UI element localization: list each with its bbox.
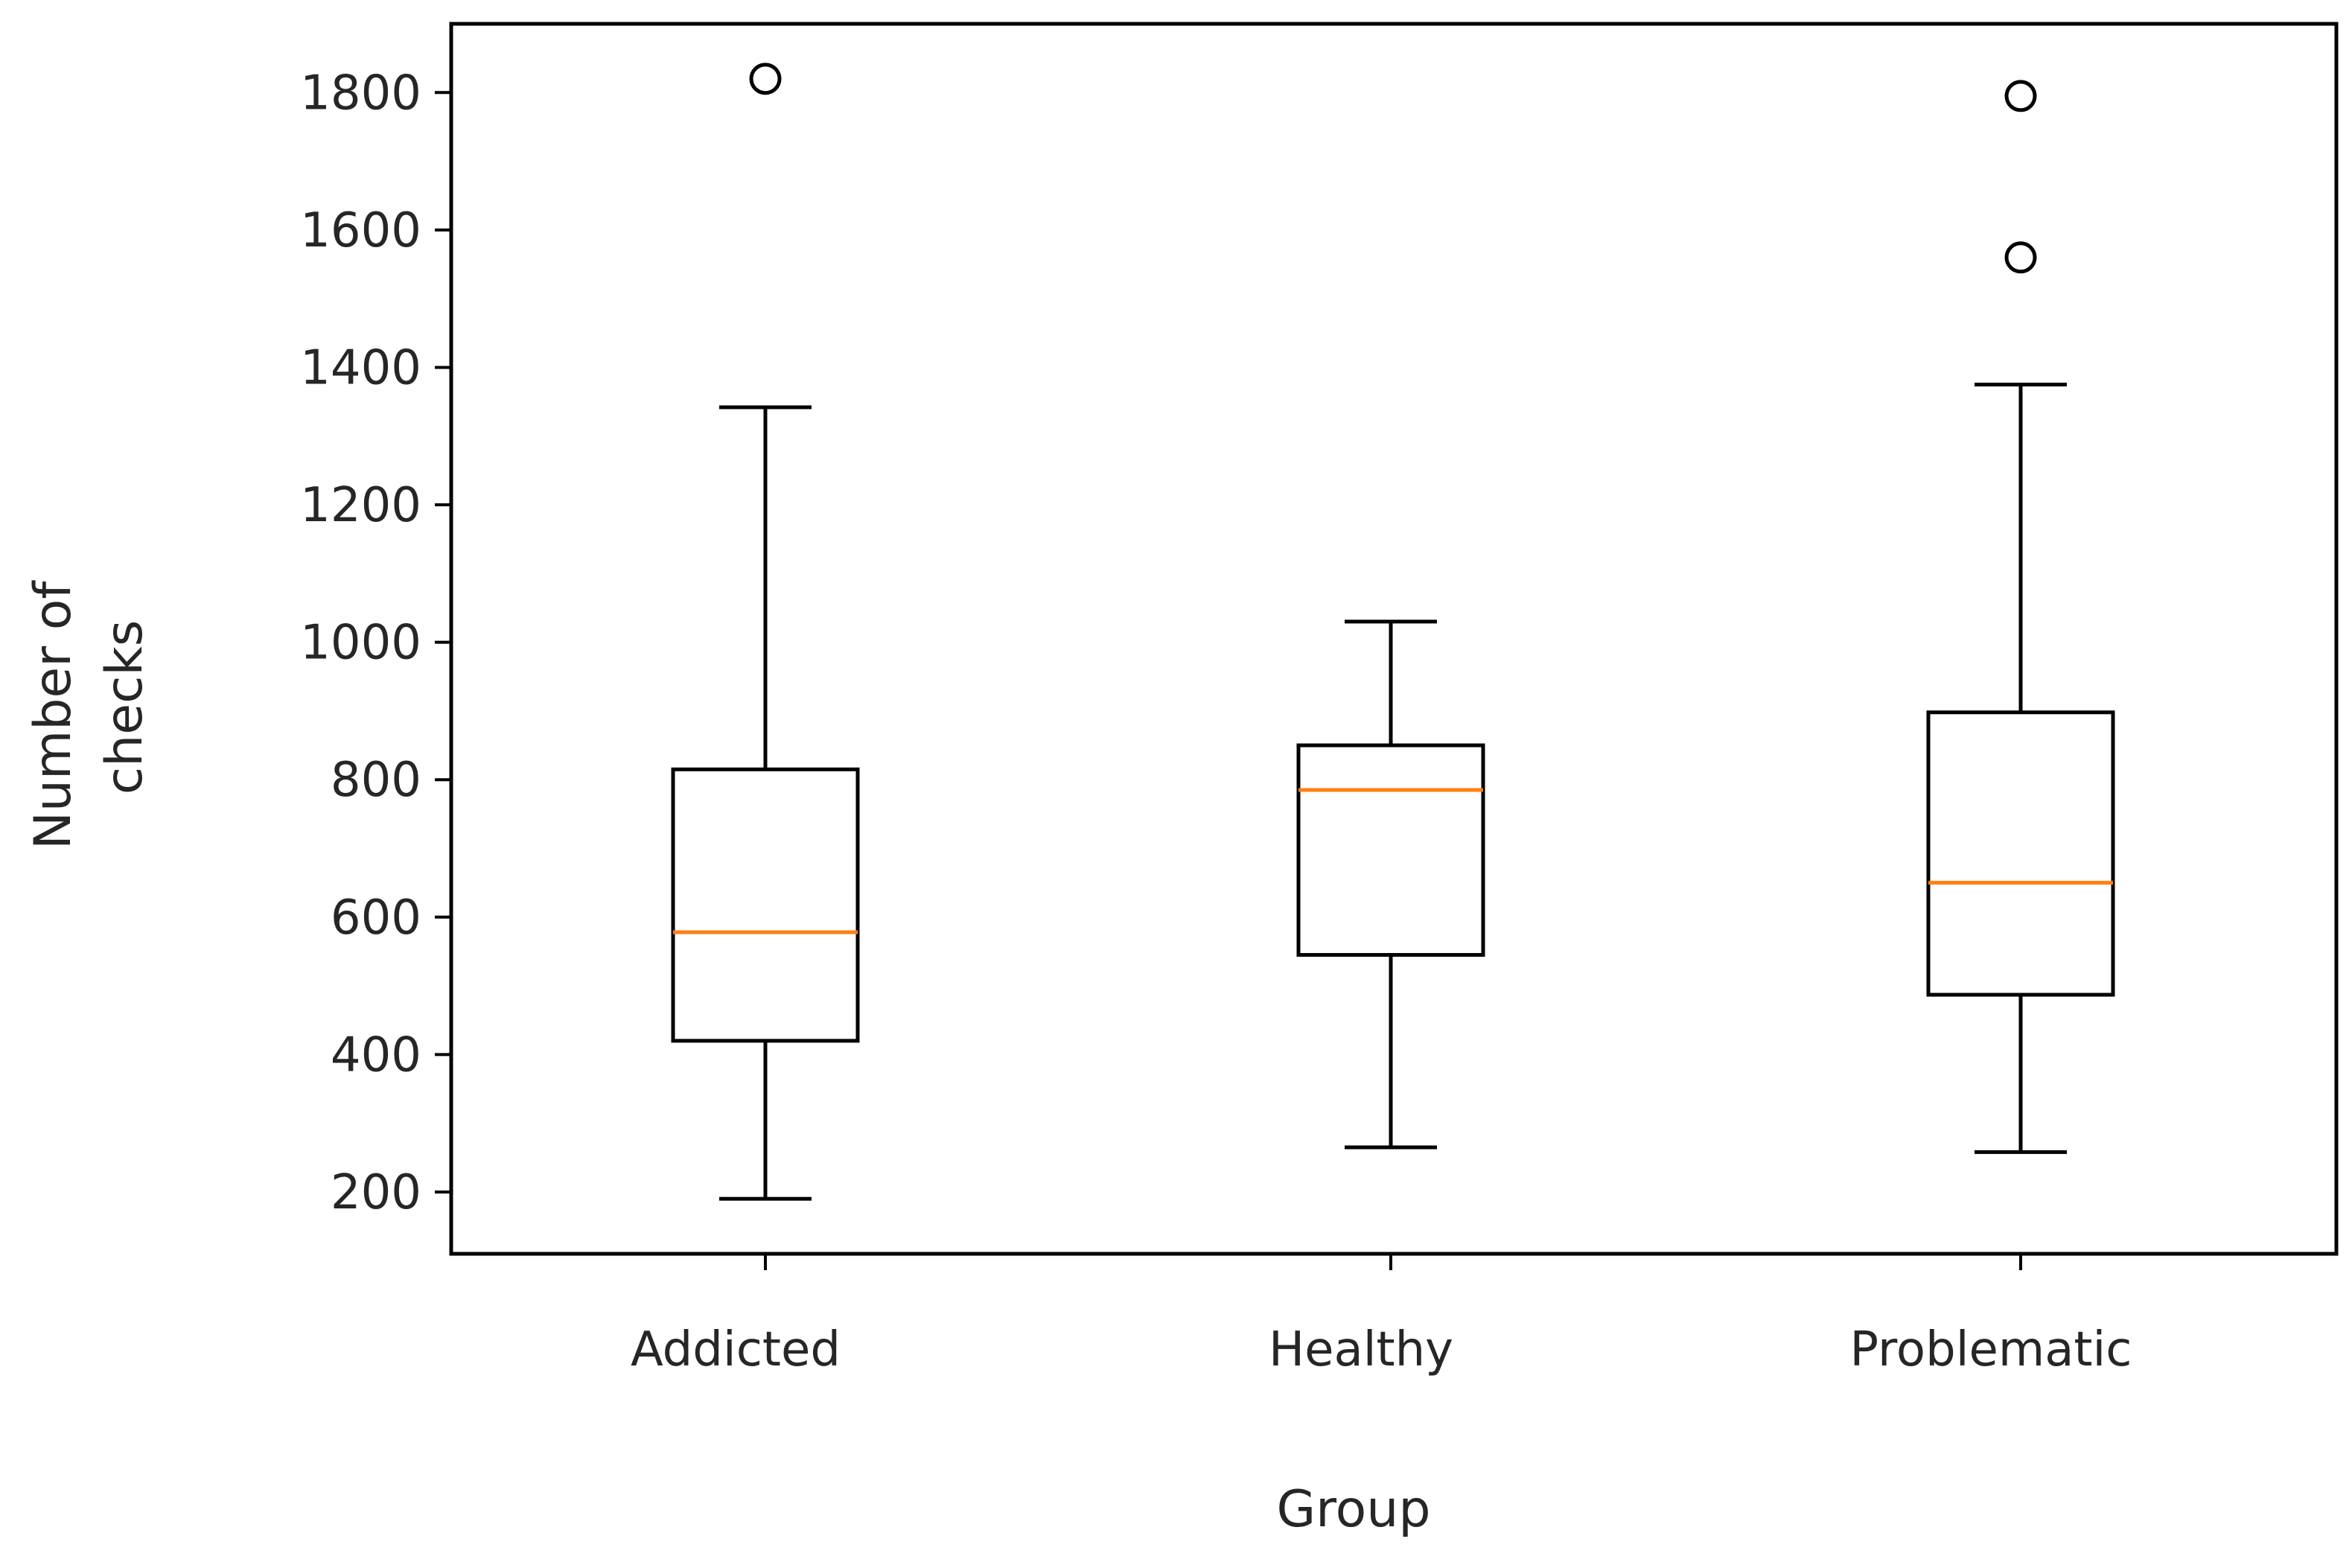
y-axis-title-line-1: Number of <box>24 580 83 850</box>
y-axis-title-line-2: checks <box>95 620 154 795</box>
box-problematic <box>1926 710 2115 997</box>
y-tick-label-1600: 1600 <box>300 203 421 258</box>
y-tick-label-1200: 1200 <box>300 478 421 533</box>
plot-frame <box>449 22 2339 1256</box>
box-healthy <box>1296 743 1485 957</box>
x-tick-marks <box>764 1254 2022 1270</box>
y-tick-label-600: 600 <box>331 890 421 946</box>
x-tick-label-problematic: Problematic <box>1850 1322 2132 1377</box>
outlier-problematic-1 <box>2004 80 2037 112</box>
y-axis-title: Number of checks <box>24 565 154 850</box>
box-group-problematic <box>1926 80 2115 1154</box>
x-tick-label-addicted: Addicted <box>631 1322 841 1377</box>
y-tick-label-1800: 1800 <box>300 66 421 121</box>
box-addicted <box>671 767 860 1043</box>
y-tick-label-200: 200 <box>331 1165 421 1220</box>
box-group-addicted <box>671 63 860 1201</box>
x-tick-labels: Addicted Healthy Problematic <box>631 1322 2132 1377</box>
y-tick-label-800: 800 <box>331 753 421 808</box>
x-axis-title: Group <box>1276 1480 1430 1539</box>
boxes <box>671 63 2115 1201</box>
y-tick-labels: 200 400 600 800 1000 1200 1400 1600 1800 <box>300 66 421 1220</box>
outlier-problematic-0 <box>2004 241 2037 274</box>
y-tick-marks <box>435 91 451 1193</box>
y-tick-label-1400: 1400 <box>300 340 421 395</box>
outlier-addicted-0 <box>749 63 782 95</box>
x-tick-label-healthy: Healthy <box>1269 1322 1453 1377</box>
y-tick-label-1000: 1000 <box>300 616 421 671</box>
box-group-healthy <box>1296 619 1485 1150</box>
y-tick-label-400: 400 <box>331 1027 421 1083</box>
